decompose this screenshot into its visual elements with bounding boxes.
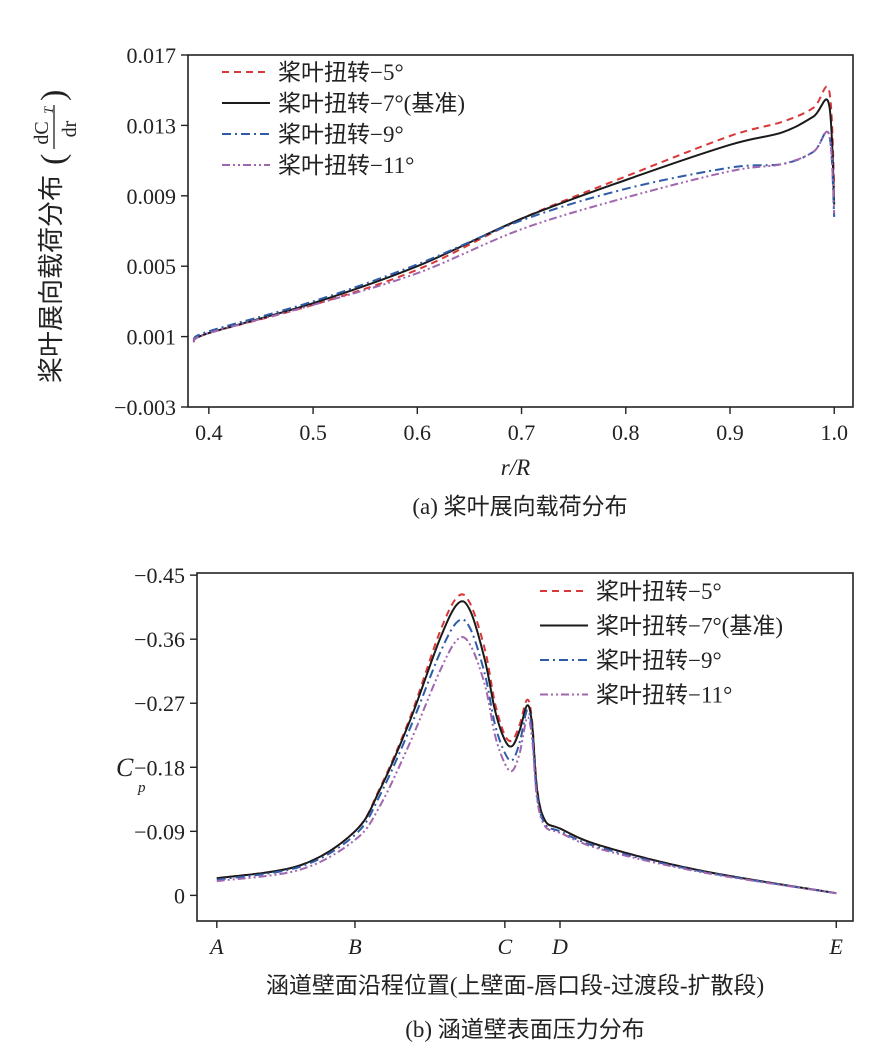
series-line-2 xyxy=(192,98,836,343)
series-line-2 xyxy=(216,600,837,895)
y-axis-label-sub: p xyxy=(137,780,146,796)
legend-label: 桨叶扭转−5° xyxy=(596,579,722,604)
x-tick-label: 0.9 xyxy=(716,420,744,445)
legend-item: 桨叶扭转−5° xyxy=(540,579,722,604)
x-tick-label: C xyxy=(498,934,513,959)
series-line-3 xyxy=(216,618,837,895)
x-tick-label: 1.0 xyxy=(820,420,848,445)
legend-item: 桨叶扭转−7°(基准) xyxy=(540,614,783,639)
y-tick-label: 0.013 xyxy=(127,113,177,138)
legend-item: 桨叶扭转−7°(基准) xyxy=(222,91,465,116)
legend-label: 桨叶扭转−7°(基准) xyxy=(278,91,465,116)
y-tick-label: 0 xyxy=(174,883,185,908)
plot-frame xyxy=(196,572,854,922)
legend-item: 桨叶扭转−9° xyxy=(222,122,404,147)
x-tick-label: 0.5 xyxy=(299,420,327,445)
y-tick-label: 0.005 xyxy=(127,254,177,279)
y-tick-label: −0.09 xyxy=(134,819,185,844)
y-tick-label: 0.017 xyxy=(127,43,177,68)
legend-label: 桨叶扭转−7°(基准) xyxy=(596,614,783,639)
legend: 桨叶扭转−5° 桨叶扭转−7°(基准) 桨叶扭转−9° 桨叶扭转−11° xyxy=(540,579,783,708)
y-tick-label: −0.36 xyxy=(134,627,185,652)
x-tick-label: E xyxy=(829,934,844,959)
y-axis-label-text: 桨叶展向载荷分布 xyxy=(37,175,66,383)
series-line-4 xyxy=(216,636,837,895)
y-axis-label-numerator-sub: T xyxy=(41,106,56,114)
series-line-1 xyxy=(216,593,837,895)
y-tick-label: −0.18 xyxy=(134,755,185,780)
legend: 桨叶扭转−5° 桨叶扭转−7°(基准) 桨叶扭转−9° 桨叶扭转−11° xyxy=(222,60,465,178)
x-tick-label: 0.7 xyxy=(508,420,536,445)
x-axis-label: r/R xyxy=(501,455,530,480)
legend-label: 桨叶扭转−9° xyxy=(278,122,404,147)
y-axis-label-paren-open: ( xyxy=(35,154,72,165)
legend-item: 桨叶扭转−11° xyxy=(222,153,414,178)
plot-frame xyxy=(187,54,854,408)
legend-item: 桨叶扭转−9° xyxy=(540,648,722,673)
y-axis-label-denominator: dr xyxy=(59,120,81,137)
y-axis-label: 桨叶展向载荷分布 ( dC Tdr) xyxy=(31,90,81,383)
x-tick-label: 0.8 xyxy=(612,420,640,445)
legend-label: 桨叶扭转−11° xyxy=(596,683,732,708)
x-tick-label: 0.6 xyxy=(404,420,432,445)
figure-caption: (a) 桨叶展向载荷分布 xyxy=(412,494,627,519)
series-line-4 xyxy=(192,130,836,343)
legend-item: 桨叶扭转−5° xyxy=(222,60,404,85)
y-tick-label: 0.009 xyxy=(127,184,177,209)
legend-label: 桨叶扭转−9° xyxy=(596,648,722,673)
y-axis-label-numerator: dC xyxy=(31,121,53,144)
x-tick-label: A xyxy=(208,934,224,959)
x-tick-label: D xyxy=(551,934,568,959)
legend-item: 桨叶扭转−11° xyxy=(540,683,732,708)
x-tick-label: 0.4 xyxy=(195,420,223,445)
y-tick-label: −0.45 xyxy=(134,563,185,588)
legend-label: 桨叶扭转−11° xyxy=(278,153,414,178)
y-axis-label: C xyxy=(116,753,134,782)
legend-label: 桨叶扭转−5° xyxy=(278,60,404,85)
y-axis-label-paren-close: ) xyxy=(35,90,72,101)
chart-b: A B C D E −0.45 −0.36 −0.27 −0.18 −0.09 0 涵道壁面沿程位置(… xyxy=(116,563,854,1042)
y-tick-label: 0.001 xyxy=(127,325,177,350)
figure-caption: (b) 涵道壁表面压力分布 xyxy=(405,1017,645,1042)
x-axis-label: 涵道壁面沿程位置(上壁面-唇口段-过渡段-扩散段) xyxy=(266,973,764,998)
x-tick-label: B xyxy=(348,934,361,959)
y-tick-label: −0.27 xyxy=(134,691,185,716)
series-line-3 xyxy=(192,130,836,341)
y-tick-label: −0.003 xyxy=(114,395,176,420)
chart-a: 0.4 0.5 0.6 0.7 0.8 0.9 1.0 −0.003 0.001 0.005 0.0… xyxy=(31,43,854,519)
